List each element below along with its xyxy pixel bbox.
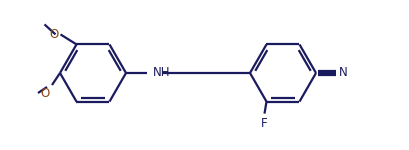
Text: F: F: [261, 117, 267, 130]
Text: O: O: [49, 28, 58, 41]
Text: O: O: [40, 87, 50, 100]
Text: N: N: [338, 66, 347, 80]
Text: NH: NH: [153, 66, 170, 80]
